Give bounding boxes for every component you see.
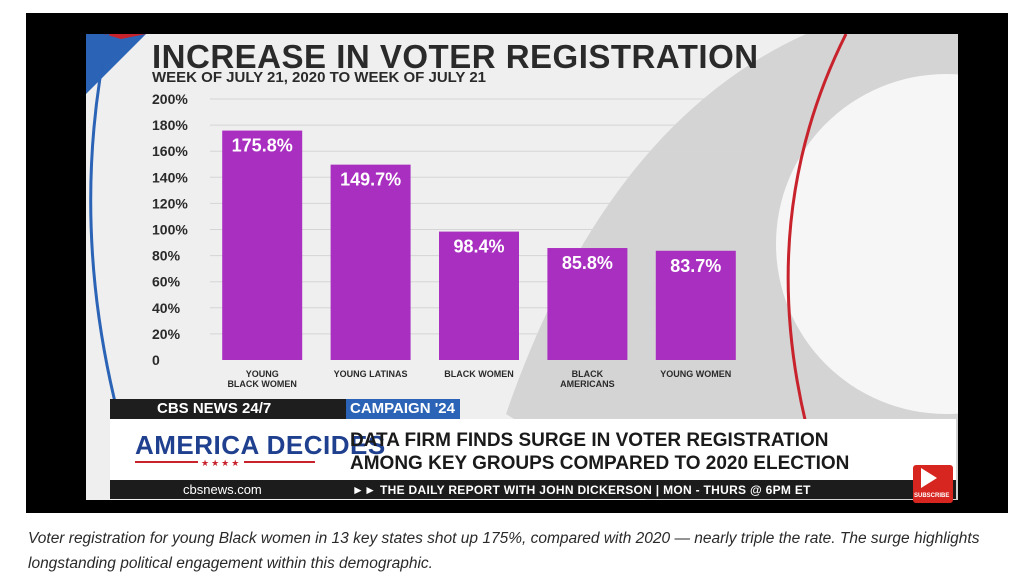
corner-accent-red bbox=[104, 34, 146, 39]
y-tick-label: 100% bbox=[152, 222, 188, 238]
y-tick-label: 200% bbox=[152, 91, 188, 107]
bar bbox=[655, 250, 736, 360]
y-tick-label: 180% bbox=[152, 117, 188, 133]
left-blue-arc bbox=[89, 34, 128, 445]
logo-stars: ★★★★ bbox=[198, 458, 245, 469]
x-tick-label: YOUNG LATINAS bbox=[334, 369, 408, 379]
network-label: CBS NEWS 24/7 bbox=[157, 400, 272, 417]
play-icon bbox=[921, 468, 937, 488]
y-tick-label: 20% bbox=[152, 326, 181, 342]
y-tick-label: 160% bbox=[152, 143, 188, 159]
ticker-text: ►► THE DAILY REPORT WITH JOHN DICKERSON … bbox=[352, 483, 811, 497]
y-tick-label: 0 bbox=[152, 352, 160, 368]
network-banner bbox=[110, 399, 346, 419]
y-tick-label: 60% bbox=[152, 274, 181, 290]
data-label: 83.7% bbox=[670, 256, 721, 276]
segment-label: CAMPAIGN '24 bbox=[350, 400, 455, 417]
chart-subtitle: WEEK OF JULY 21, 2020 TO WEEK OF JULY 21 bbox=[152, 69, 487, 86]
chart-title: INCREASE IN VOTER REGISTRATION bbox=[152, 38, 759, 75]
x-tick-label: AMERICANS bbox=[560, 379, 615, 389]
bar bbox=[330, 164, 411, 360]
lower-third bbox=[110, 419, 956, 480]
bar bbox=[547, 248, 628, 360]
bar bbox=[222, 130, 303, 360]
headline-line-2: AMONG KEY GROUPS COMPARED TO 2020 ELECTI… bbox=[350, 453, 850, 474]
figure-caption: Voter registration for young Black women… bbox=[28, 530, 980, 572]
y-tick-label: 140% bbox=[152, 169, 188, 185]
segment-banner bbox=[346, 399, 460, 419]
subscribe-label: SUBSCRIBE bbox=[914, 493, 950, 499]
data-label: 149.7% bbox=[340, 170, 401, 190]
headline-line-1: DATA FIRM FINDS SURGE IN VOTER REGISTRAT… bbox=[350, 430, 829, 451]
background-circle bbox=[776, 74, 958, 414]
y-tick-label: 120% bbox=[152, 195, 188, 211]
data-label: 175.8% bbox=[232, 136, 293, 156]
site-url: cbsnews.com bbox=[183, 482, 262, 497]
data-label: 98.4% bbox=[453, 237, 504, 257]
bar bbox=[439, 231, 519, 360]
show-logo: AMERICA DECIDES bbox=[135, 430, 386, 460]
x-tick-label: BLACK bbox=[572, 369, 604, 379]
x-tick-label: YOUNG bbox=[246, 369, 279, 379]
x-tick-label: YOUNG WOMEN bbox=[660, 369, 731, 379]
data-label: 85.8% bbox=[562, 253, 613, 273]
ticker-bar bbox=[110, 480, 956, 499]
headline: DATA FIRM FINDS SURGE IN VOTER REGISTRAT… bbox=[350, 429, 849, 475]
y-tick-label: 40% bbox=[152, 300, 181, 316]
y-tick-label: 80% bbox=[152, 248, 181, 264]
x-tick-label: BLACK WOMEN bbox=[444, 369, 514, 379]
x-tick-label: BLACK WOMEN bbox=[227, 379, 297, 389]
background-red-arc bbox=[786, 34, 848, 425]
